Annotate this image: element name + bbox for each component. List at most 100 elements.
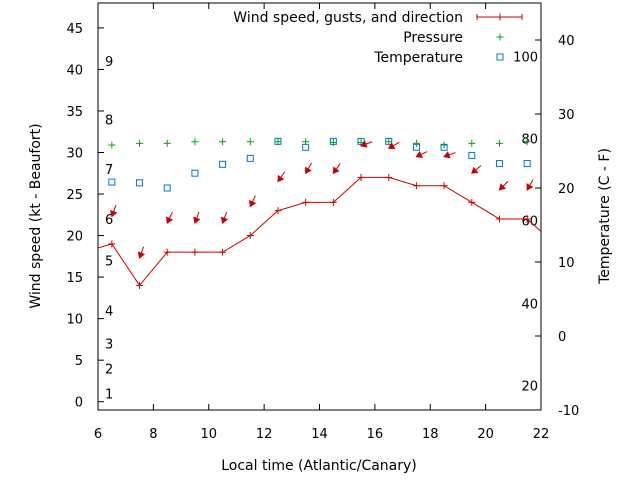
temperature-point: [385, 137, 393, 145]
wind-arrow: [332, 163, 341, 175]
beaufort-label: 9: [105, 55, 113, 70]
fahrenheit-label: 40: [521, 297, 538, 312]
legend-label: Pressure: [403, 30, 463, 46]
wind-speed-point: [191, 248, 199, 256]
wind-arrow: [305, 162, 313, 175]
series-wind-speed: [98, 173, 558, 289]
wind-arrow: [193, 211, 201, 225]
fahrenheit-label: 20: [521, 380, 538, 395]
y2-tick-label: 20: [558, 182, 575, 197]
pressure-point: [191, 138, 199, 146]
wind-speed-point: [219, 248, 227, 256]
fahrenheit-label: 60: [521, 215, 538, 230]
beaufort-label: 6: [105, 213, 113, 228]
y2-tick-label: 0: [558, 330, 566, 345]
temperature-point: [246, 154, 254, 162]
wind-arrow: [443, 151, 456, 159]
y-tick-label: 5: [75, 354, 83, 369]
x-tick-label: 8: [149, 427, 157, 442]
wind-speed-point: [495, 215, 503, 223]
temperature-point: [329, 137, 337, 145]
fahrenheit-label: 80: [521, 132, 538, 147]
legend-marker: [496, 33, 504, 41]
x-tick-label: 6: [94, 427, 102, 442]
wind-speed-line: [98, 176, 541, 287]
pressure-point: [523, 138, 531, 146]
pressure-point: [108, 141, 116, 149]
y-tick-label: 15: [66, 271, 83, 286]
legend: Wind speed, gusts, and direction Pressure…: [233, 10, 523, 66]
series-temperature: [108, 137, 531, 192]
x-tick-label: 16: [367, 427, 384, 442]
wind-speed-point: [440, 182, 448, 190]
wind-speed-point: [357, 173, 365, 181]
beaufort-label: 4: [105, 304, 113, 319]
y-tick-label: 35: [66, 105, 83, 120]
wind-arrow: [249, 195, 257, 208]
wind-arrow: [220, 211, 229, 225]
beaufort-label: 1: [105, 387, 113, 402]
temperature-point: [495, 160, 503, 168]
temperature-point: [523, 160, 531, 168]
wind-speed-point: [274, 207, 282, 215]
temperature-point: [136, 179, 144, 187]
beaufort-label: 8: [105, 113, 113, 128]
beaufort-scale: 1 2 3 4 5 6 7 8 9: [105, 55, 113, 402]
plot-frame: [97, 2, 542, 411]
fahrenheit-scale: 20 40 60 80 100: [513, 50, 538, 394]
wind-arrow: [498, 181, 509, 191]
wind-speed-point: [329, 198, 337, 206]
pressure-point: [329, 139, 337, 147]
y2-tick-label: 40: [558, 34, 575, 49]
wind-speed-point: [302, 198, 310, 206]
temperature-point: [440, 143, 448, 151]
wind-arrow: [471, 165, 482, 174]
wind-speed-point: [136, 281, 144, 289]
wind-arrow: [110, 205, 118, 218]
pressure-point: [495, 139, 503, 147]
plot-border: [97, 2, 542, 411]
wind-arrow: [137, 246, 146, 259]
beaufort-label: 3: [105, 338, 113, 353]
y-tick-label: 25: [66, 188, 83, 203]
pressure-point: [468, 139, 476, 147]
pressure-point: [136, 139, 144, 147]
temperature-point: [191, 169, 199, 177]
wind-speed-point: [551, 240, 558, 247]
axis-ticks: 6 8 10 12 14 16 18 20 22051015202530354045-10010…: [66, 3, 579, 442]
wind-speed-point: [246, 232, 254, 240]
y-tick-label: 40: [66, 63, 83, 78]
wind-arrow: [166, 212, 174, 224]
y-tick-label: 20: [66, 230, 83, 245]
beaufort-label: 7: [105, 163, 113, 178]
y-tick-label: 30: [66, 147, 83, 162]
pressure-point: [219, 138, 227, 146]
legend-label: Temperature: [373, 50, 463, 66]
temperature-point: [412, 143, 420, 151]
beaufort-label: 2: [105, 362, 113, 377]
x-tick-label: 10: [200, 427, 217, 442]
legend-label: Wind speed, gusts, and direction: [233, 10, 463, 26]
x-tick-label: 22: [533, 427, 550, 442]
y2-tick-label: -10: [558, 404, 579, 419]
temperature-point: [302, 143, 310, 151]
wind-speed-point: [385, 173, 393, 181]
x-axis-title: Local time (Atlantic/Canary): [221, 458, 417, 474]
wind-arrow: [526, 179, 534, 191]
y-axis-title: Wind speed (kt - Beaufort): [28, 123, 44, 308]
y2-tick-label: 30: [558, 108, 575, 123]
legend-marker: [496, 53, 504, 61]
wind-arrow: [360, 140, 373, 148]
y2-axis-title: Temperature (C - F): [597, 148, 613, 285]
wind-arrow: [387, 141, 400, 149]
wind-speed-point: [468, 198, 476, 206]
wind-arrow: [277, 171, 286, 183]
temperature-point: [274, 137, 282, 145]
y2-tick-label: 10: [558, 256, 575, 271]
wind-speed-point: [108, 240, 116, 248]
y-tick-label: 10: [66, 313, 83, 328]
wind-speed-point: [523, 215, 531, 223]
pressure-point: [440, 141, 448, 149]
temperature-point: [108, 178, 116, 186]
